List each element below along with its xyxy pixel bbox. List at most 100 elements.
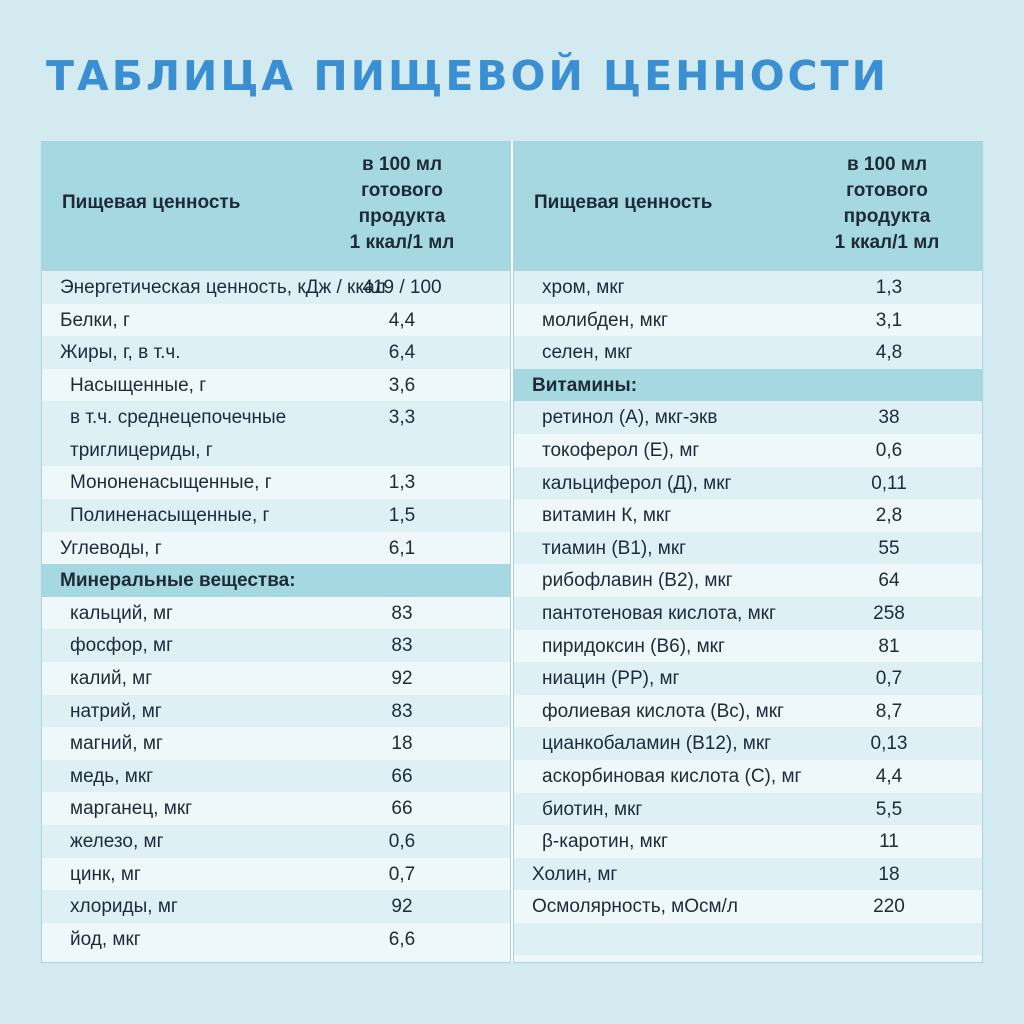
row-label: молибден, мкг — [542, 309, 668, 331]
table-row: селен, мкг 4,8 — [514, 336, 982, 369]
row-value: 83 — [391, 700, 413, 722]
table-row: Полиненасыщенные, г 1,5 — [42, 498, 510, 532]
row-label: фосфор, мг — [70, 635, 174, 657]
nutrition-table-left: Пищевая ценность в 100 мл готового проду… — [41, 141, 511, 963]
header-name: Пищевая ценность — [62, 192, 241, 213]
header-unit-line: продукта — [843, 206, 931, 227]
header-unit-line: в 100 мл — [361, 154, 443, 175]
table-row: в т.ч. среднецепочечные триглицериды, г 3,… — [42, 401, 510, 467]
row-value: 419 / 100 — [362, 277, 442, 298]
table-row: магний, мг 18 — [42, 727, 510, 760]
table-row: кальций, мг 83 — [42, 597, 510, 630]
table-row: пиридоксин (В6), мкг 81 — [514, 630, 982, 663]
row-value: 64 — [878, 570, 900, 592]
row-label: Минеральные вещества: — [60, 570, 296, 592]
row-label: Полиненасыщенные, г — [70, 504, 270, 526]
table-row — [514, 922, 982, 956]
row-value: 220 — [873, 896, 905, 918]
row-value: 11 — [879, 831, 899, 853]
row-value: 6,6 — [388, 928, 416, 950]
table-row: кальциферол (Д), мкг 0,11 — [514, 466, 982, 500]
table-body-right: хром, мкг 1,3 молибден, мкг 3,1 селен, мкг 4,… — [514, 271, 982, 956]
header-unit-line: в 100 мл — [846, 154, 928, 175]
table-row: Жиры, г, в т.ч. 6,4 — [42, 336, 510, 369]
table-row: Осмолярность, мОсм/л 220 — [514, 890, 982, 923]
table-row: ретинол (А), мкг-экв 38 — [514, 401, 982, 434]
nutrition-table-right: Пищевая ценность в 100 мл готового проду… — [513, 141, 983, 963]
header-unit-line: готового — [361, 180, 443, 201]
row-label: магний, мг — [70, 733, 163, 755]
row-label: аскорбиновая кислота (С), мг — [542, 765, 802, 787]
row-value: 55 — [878, 537, 900, 559]
row-label: ниацин (РР), мг — [542, 668, 680, 690]
section-header-row: Витамины: — [514, 368, 982, 402]
table-row: Холин, мг 18 — [514, 857, 982, 891]
row-label: кальциферол (Д), мкг — [542, 472, 732, 494]
row-value: 0,7 — [388, 863, 416, 885]
header-name: Пищевая ценность — [534, 192, 713, 213]
row-value: 4,4 — [875, 765, 903, 787]
row-value: 8,7 — [875, 700, 903, 722]
table-row: Белки, г 4,4 — [42, 304, 510, 337]
header-unit-line: 1 ккал/1 мл — [834, 232, 940, 253]
row-label: цинк, мг — [70, 863, 141, 885]
table-body-left: Энергетическая ценность, кДж / ккал 419 /… — [42, 271, 510, 955]
table-row: йод, мкг 6,6 — [42, 923, 510, 956]
row-value: 92 — [391, 667, 413, 689]
table-row: ниацин (РР), мг 0,7 — [514, 662, 982, 695]
table-row: натрий, мг 83 — [42, 694, 510, 728]
table-row: цианкобаламин (В12), мкг 0,13 — [514, 727, 982, 760]
header-unit: в 100 мл готового продукта 1 ккал/1 мл — [812, 152, 962, 256]
table-row: калий, мг 92 — [42, 662, 510, 695]
page-title: ТАБЛИЦА ПИЩЕВОЙ ЦЕННОСТИ — [46, 52, 889, 100]
row-value: 66 — [391, 765, 413, 787]
table-row: аскорбиновая кислота (С), мг 4,4 — [514, 760, 982, 793]
row-label: хром, мкг — [542, 277, 625, 298]
row-value: 66 — [391, 798, 413, 820]
row-label: тиамин (В1), мкг — [542, 537, 687, 559]
table-row: Мононенасыщенные, г 1,3 — [42, 466, 510, 499]
row-value: 1,3 — [875, 277, 903, 298]
table-row: Углеводы, г 6,1 — [42, 532, 510, 565]
row-value: 83 — [391, 635, 413, 657]
table-row: β-каротин, мкг 11 — [514, 825, 982, 858]
row-value: 0,11 — [871, 472, 907, 494]
row-value: 5,5 — [875, 798, 903, 820]
row-label: Жиры, г, в т.ч. — [60, 342, 181, 364]
header-unit-line: продукта — [358, 206, 446, 227]
row-label: кальций, мг — [70, 602, 173, 624]
row-value: 3,1 — [875, 309, 903, 331]
row-label: медь, мкг — [70, 765, 154, 787]
row-value: 4,8 — [875, 342, 903, 364]
row-value: 83 — [391, 602, 413, 624]
table-row: железо, мг 0,6 — [42, 824, 510, 858]
row-value: 6,4 — [388, 342, 416, 364]
table-header-left: Пищевая ценность в 100 мл готового проду… — [42, 142, 510, 271]
row-value: 1,3 — [388, 472, 416, 494]
header-unit: в 100 мл готового продукта 1 ккал/1 мл — [327, 152, 477, 256]
table-row: Энергетическая ценность, кДж / ккал 419 /… — [42, 271, 510, 304]
row-label: йод, мкг — [70, 928, 141, 950]
row-label: Энергетическая ценность, кДж / ккал — [60, 277, 386, 298]
row-label: ретинол (А), мкг-экв — [542, 407, 718, 429]
table-row: марганец, мкг 66 — [42, 792, 510, 825]
row-value: 3,3 — [388, 407, 416, 429]
row-label: биотин, мкг — [542, 798, 643, 820]
row-value: 0,6 — [875, 439, 903, 461]
row-value: 81 — [878, 635, 900, 657]
row-value: 92 — [391, 896, 413, 918]
section-header-row: Минеральные вещества: — [42, 564, 510, 597]
row-label: хлориды, мг — [70, 896, 178, 918]
row-label: Осмолярность, мОсм/л — [532, 896, 738, 918]
row-label: Насыщенные, г — [70, 374, 207, 396]
row-label: Белки, г — [60, 309, 130, 331]
table-row: цинк, мг 0,7 — [42, 858, 510, 891]
row-value: 6,1 — [388, 537, 416, 559]
table-row: медь, мкг 66 — [42, 759, 510, 793]
row-label: пантотеновая кислота, мкг — [542, 602, 776, 624]
row-label: Холин, мг — [532, 863, 618, 885]
table-row: тиамин (В1), мкг 55 — [514, 531, 982, 565]
row-label: калий, мг — [70, 667, 153, 689]
table-row: молибден, мкг 3,1 — [514, 304, 982, 337]
table-row: хром, мкг 1,3 — [514, 271, 982, 304]
